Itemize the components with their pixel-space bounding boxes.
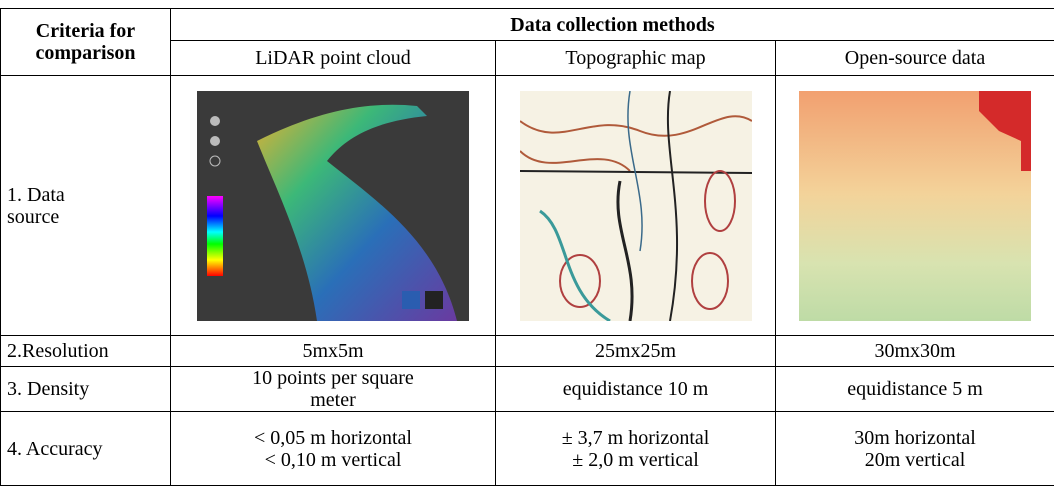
text-line: 5mx5m <box>177 340 489 362</box>
header-line: comparison <box>7 42 164 64</box>
text-line: < 0,05 m horizontal <box>177 427 489 449</box>
image-cell <box>776 76 1054 336</box>
column-header: Topographic map <box>496 41 776 76</box>
cell: equidistance 10 m <box>496 367 776 412</box>
cell: 5mx5m <box>171 336 496 367</box>
text-line: source <box>7 206 164 228</box>
cell: 25mx25m <box>496 336 776 367</box>
image-cell <box>171 76 496 336</box>
header-line: Criteria for <box>7 20 164 42</box>
criteria-header: Criteria for comparison <box>1 9 171 76</box>
text-line: equidistance 10 m <box>502 378 769 400</box>
text-line: 4. Accuracy <box>7 438 164 460</box>
resolution-row: 2.Resolution 5mx5m 25mx25m 30mx30m <box>1 336 1054 367</box>
text-line: 3. Density <box>7 378 164 400</box>
text-line: 2.Resolution <box>7 340 164 362</box>
text-line: 30m horizontal <box>782 427 1048 449</box>
text-line: meter <box>177 389 489 411</box>
open-source-image <box>799 91 1031 321</box>
methods-header: Data collection methods <box>171 9 1054 41</box>
text-line: 30mx30m <box>782 340 1048 362</box>
text-line: ± 3,7 m horizontal <box>502 427 769 449</box>
row-label: 3. Density <box>1 367 171 412</box>
comparison-table: Criteria for comparison Data collection … <box>0 8 1054 486</box>
text-line: < 0,10 m vertical <box>177 449 489 471</box>
text-line: 1. Data <box>7 184 164 206</box>
column-header: LiDAR point cloud <box>171 41 496 76</box>
text-line: equidistance 5 m <box>782 378 1048 400</box>
text-line: 25mx25m <box>502 340 769 362</box>
column-header: Open-source data <box>776 41 1054 76</box>
row-label: 4. Accuracy <box>1 412 171 486</box>
cell: < 0,05 m horizontal< 0,10 m vertical <box>171 412 496 486</box>
accuracy-row: 4. Accuracy < 0,05 m horizontal< 0,10 m v… <box>1 412 1054 486</box>
text-line: ± 2,0 m vertical <box>502 449 769 471</box>
text-line: 20m vertical <box>782 449 1048 471</box>
row-label: 2.Resolution <box>1 336 171 367</box>
image-cell <box>496 76 776 336</box>
topographic-map-image <box>520 91 752 321</box>
cell: equidistance 5 m <box>776 367 1054 412</box>
page: Criteria for comparison Data collection … <box>0 0 1054 484</box>
cell: ± 3,7 m horizontal± 2,0 m vertical <box>496 412 776 486</box>
text-line: 10 points per square <box>177 367 489 389</box>
cell: 30mx30m <box>776 336 1054 367</box>
lidar-image <box>197 91 469 321</box>
